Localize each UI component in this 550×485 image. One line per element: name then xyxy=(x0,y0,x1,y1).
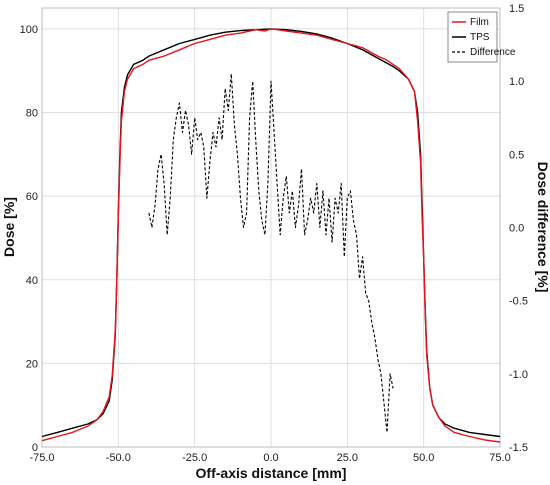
y2-tick-label: -1.5 xyxy=(509,442,528,454)
y-tick-label: 0 xyxy=(32,442,38,454)
y-tick-label: 40 xyxy=(26,275,38,287)
x-tick-label: -25.0 xyxy=(182,452,207,464)
plot-frame xyxy=(41,7,501,448)
y-tick-label: 100 xyxy=(20,24,38,36)
legend: Film TPS Difference xyxy=(447,11,516,63)
series-layer xyxy=(41,28,501,443)
x-tick-label: 50.0 xyxy=(413,452,434,464)
x-tick-label: 75.0 xyxy=(489,452,510,464)
y2-tick-label: -0.5 xyxy=(509,296,528,308)
x-tick-label: 0.0 xyxy=(263,452,278,464)
y2-tick-label: 0.5 xyxy=(509,149,524,161)
legend-label-tps: TPS xyxy=(470,32,490,43)
y2-tick-label: -1.0 xyxy=(509,369,528,381)
series-line-film xyxy=(41,28,501,443)
y2-tick-label: 1.0 xyxy=(509,76,524,88)
y-tick-label: 60 xyxy=(26,191,38,203)
x-tick-label: 25.0 xyxy=(337,452,358,464)
x-tick-label: -75.0 xyxy=(29,452,54,464)
y-tick-label: 80 xyxy=(26,108,38,120)
x-tick-label: -50.0 xyxy=(106,452,131,464)
y2-tick-label: 0.0 xyxy=(509,223,524,235)
series-line-difference xyxy=(148,73,394,433)
y-axis-title: Dose [%] xyxy=(1,197,17,257)
x-axis-title: Off-axis distance [mm] xyxy=(196,465,347,481)
tick-labels: -75.0 -50.0 -25.0 0.0 25.0 50.0 75.0 0 20 40 60 80 1… xyxy=(20,3,528,464)
y-tick-label: 20 xyxy=(26,358,38,370)
legend-label-film: Film xyxy=(470,17,489,28)
y2-axis-title: Dose difference [%] xyxy=(535,162,550,293)
y2-tick-label: 1.5 xyxy=(509,3,524,15)
legend-label-difference: Difference xyxy=(470,47,516,58)
